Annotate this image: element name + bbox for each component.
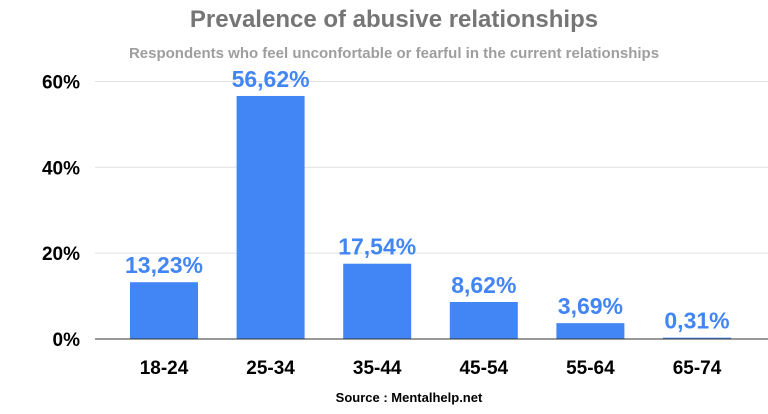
y-axis-ticks: 0% 20% 40% 60% — [42, 72, 80, 351]
x-tick-label: 35-44 — [353, 358, 402, 379]
source-note: Source : Mentalhelp.net — [336, 390, 483, 405]
data-label: 0,31% — [664, 308, 729, 334]
x-tick-label: 25-34 — [246, 358, 295, 379]
chart-subtitle: Respondents who feel unconfortable or fe… — [129, 45, 659, 62]
data-label: 17,54% — [338, 234, 416, 260]
gridlines — [95, 80, 768, 254]
bar-55-64 — [556, 323, 625, 339]
data-label: 3,69% — [558, 293, 623, 319]
bars — [130, 95, 731, 339]
bar-35-44 — [343, 263, 412, 339]
y-tick-label: 0% — [53, 330, 81, 351]
bar-45-54 — [449, 302, 518, 339]
x-tick-label: 45-54 — [459, 358, 508, 379]
x-tick-label: 65-74 — [673, 358, 722, 379]
data-label: 13,23% — [125, 252, 203, 278]
x-tick-label: 55-64 — [566, 358, 615, 379]
y-tick-label: 40% — [42, 158, 80, 179]
bar-65-74 — [663, 337, 731, 339]
data-label: 8,62% — [451, 272, 516, 298]
chart-title: Prevalence of abusive relationships — [190, 6, 598, 33]
bar-25-34 — [236, 95, 305, 339]
y-tick-label: 60% — [42, 72, 80, 93]
y-tick-label: 20% — [42, 244, 80, 265]
data-label: 56,62% — [232, 66, 310, 92]
data-labels: 13,23% 56,62% 17,54% 8,62% 3,69% 0,31% — [125, 66, 730, 334]
x-tick-label: 18-24 — [140, 358, 189, 379]
x-axis-ticks: 18-24 25-34 35-44 45-54 55-64 65-74 — [140, 358, 722, 379]
bar-18-24 — [130, 282, 198, 339]
